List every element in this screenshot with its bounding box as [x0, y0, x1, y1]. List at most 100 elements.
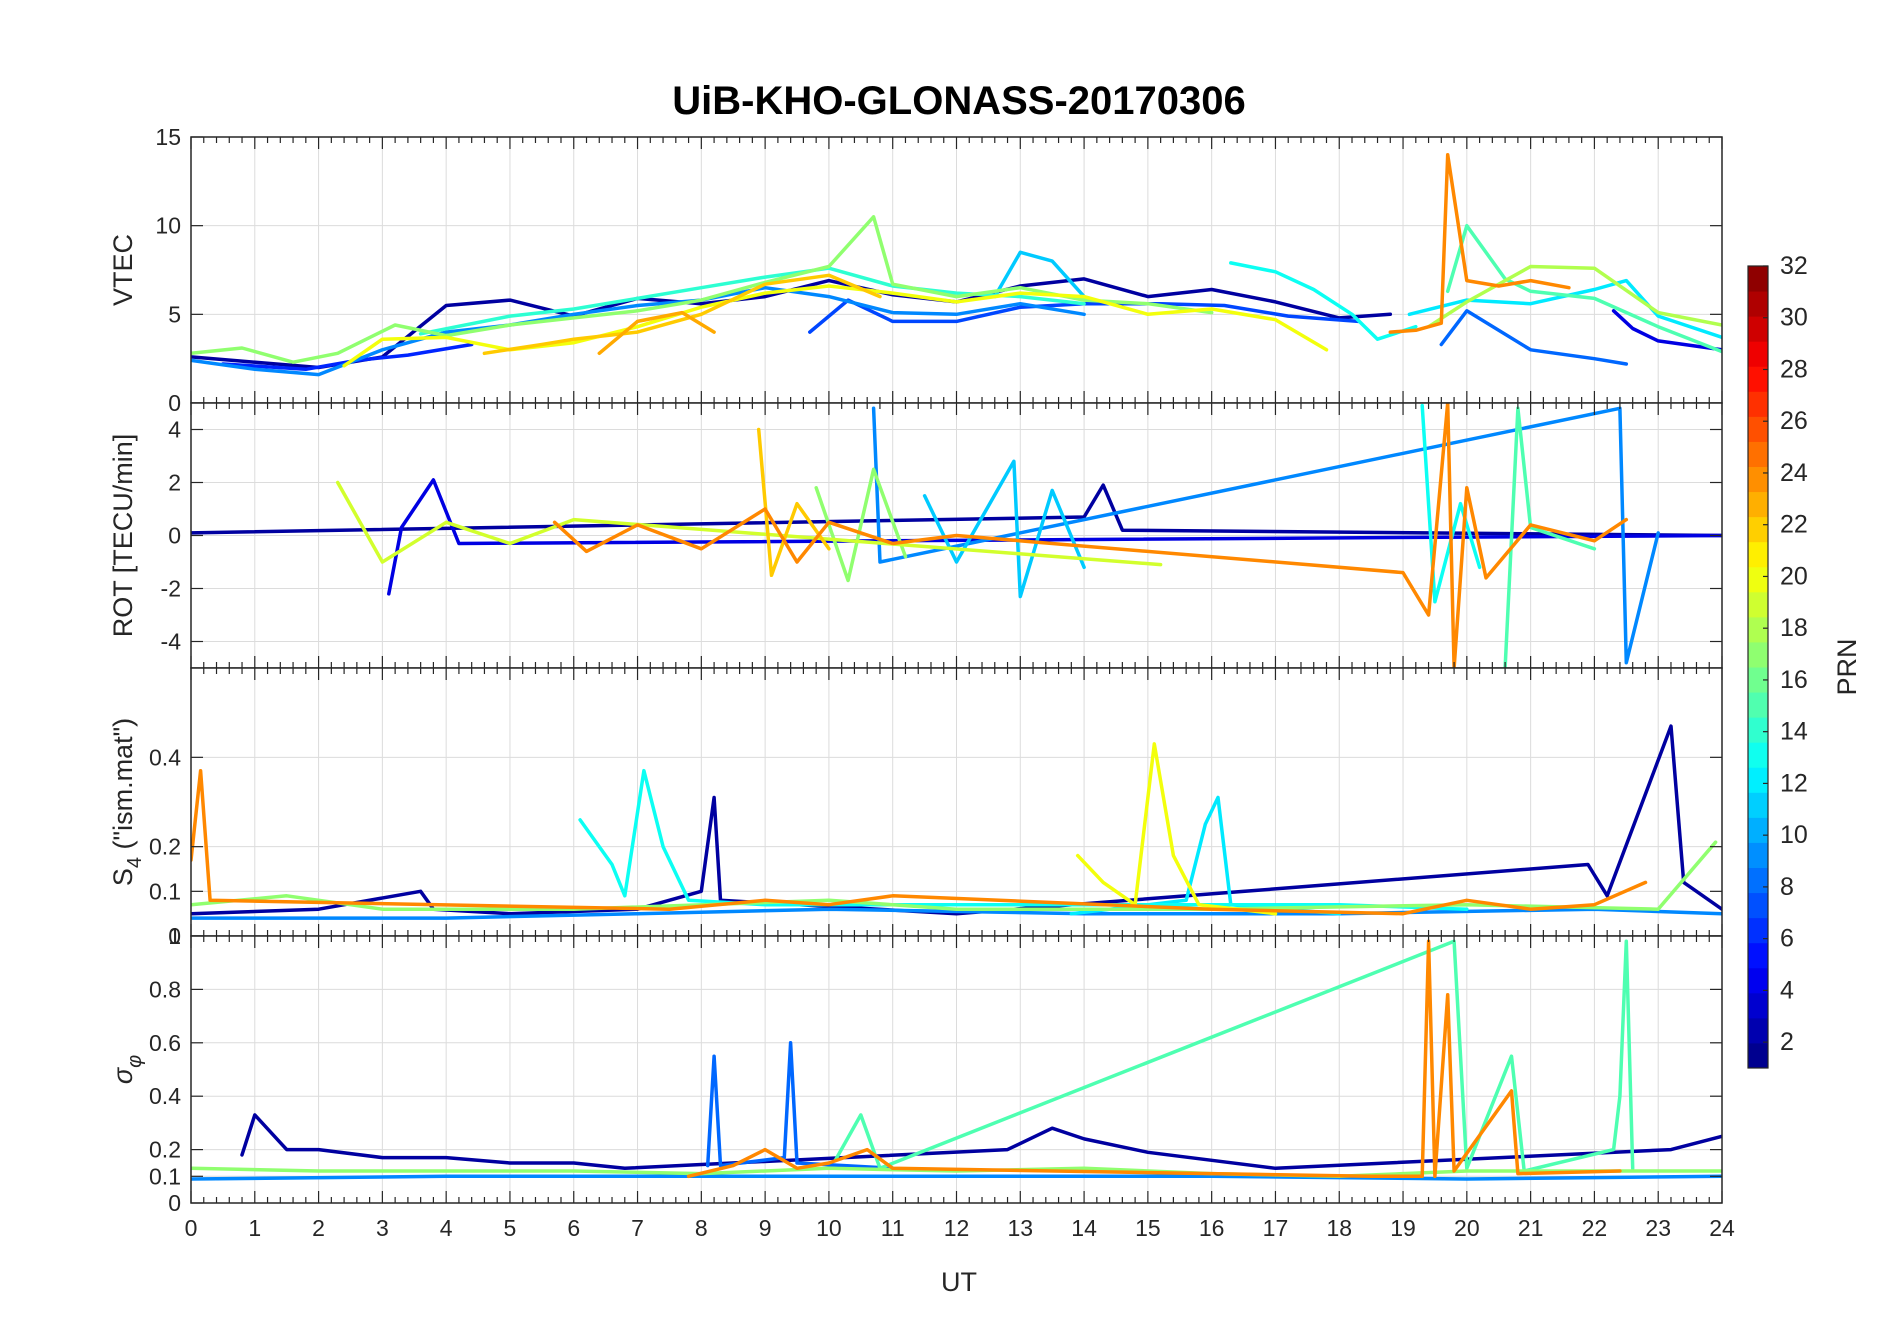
- s4-ylabel-subscript: 4: [124, 857, 146, 868]
- colorbar-tick-label-6: 6: [1780, 925, 1794, 953]
- colorbar-segment: [1748, 591, 1768, 618]
- s4-ylabel-base: S: [108, 868, 138, 886]
- panel-rot-ytick-label: 4: [168, 417, 181, 443]
- series-sigma_phi-prn-8: [705, 1041, 895, 1171]
- colorbar-label: PRN: [1832, 638, 1862, 695]
- colorbar-tick-label-2: 2: [1780, 1028, 1794, 1056]
- x-tick-label-21: 21: [1518, 1215, 1544, 1241]
- colorbar-segment: [1748, 466, 1768, 493]
- series-vtec-prn-9: [191, 285, 1086, 377]
- series-rot-prn-2: [191, 483, 1722, 538]
- chart-title: UiB-KHO-GLONASS-20170306: [672, 79, 1246, 123]
- colorbar-segment: [1748, 692, 1768, 718]
- x-tick-label-22: 22: [1582, 1215, 1608, 1241]
- colorbar-tick-label-14: 14: [1780, 718, 1808, 746]
- series-s4-prn-20: [1075, 742, 1278, 916]
- series-s4-prn-24: [191, 768, 1648, 916]
- colorbar-segment: [1748, 516, 1768, 543]
- colorbar-segment: [1748, 641, 1768, 668]
- x-tick-label-5: 5: [504, 1215, 517, 1241]
- series-vtec-prn-7: [808, 298, 1361, 334]
- series-vtec-prn-23: [597, 310, 716, 356]
- panel-s4: 00.10.20.4S4 ("ism.mat"): [108, 667, 1723, 949]
- colorbar-segment: [1748, 992, 1768, 1019]
- panel-sigma_phi-frame: [190, 935, 1723, 1204]
- x-tick-label-7: 7: [631, 1215, 644, 1241]
- colorbar-segment: [1748, 917, 1768, 944]
- colorbar-segment: [1748, 366, 1768, 392]
- colorbar-segment: [1748, 341, 1768, 367]
- colorbar-tick-label-28: 28: [1780, 355, 1808, 383]
- x-tick-label-10: 10: [816, 1215, 842, 1241]
- colorbar-tick-label-8: 8: [1780, 873, 1794, 901]
- x-tick-label-11: 11: [881, 1215, 905, 1241]
- series-vtec-prn-22: [482, 273, 882, 356]
- x-tick-label-18: 18: [1326, 1215, 1352, 1241]
- panel-sigma_phi-ytick-label: 0.8: [149, 976, 181, 1002]
- series-sigma_phi-prn-15: [833, 939, 1635, 1173]
- colorbar-tick-label-10: 10: [1780, 821, 1808, 849]
- x-tick-label-3: 3: [376, 1215, 389, 1241]
- colorbar-tick-label-18: 18: [1780, 614, 1808, 642]
- panel-sigma_phi-ytick-label: 0.4: [149, 1083, 181, 1109]
- colorbar-tick-label-32: 32: [1780, 252, 1808, 280]
- panel-sigma_phi-ytick-label: 1: [168, 923, 181, 949]
- colorbar-frame: [1747, 265, 1769, 1069]
- colorbar-segment: [1748, 667, 1768, 693]
- x-tick-label-1: 1: [248, 1215, 261, 1241]
- series-vtec-prn-2: [191, 277, 1393, 370]
- x-tick-label-4: 4: [440, 1215, 453, 1241]
- panel-rot-ytick-label: -2: [161, 576, 181, 602]
- colorbar-tick-label-26: 26: [1780, 407, 1808, 435]
- series-sigma_phi-prn-2: [240, 1113, 1722, 1171]
- series-vtec-prn-20: [342, 284, 1329, 368]
- series-sigma_phi-prn-24: [686, 939, 1622, 1179]
- sigma-ylabel-base: σ: [108, 1066, 138, 1084]
- x-tick-label-16: 16: [1199, 1215, 1225, 1241]
- x-tick-label-24: 24: [1709, 1215, 1735, 1241]
- panel-s4-ytick-label: 0.1: [149, 878, 181, 904]
- colorbar-segment: [1748, 441, 1768, 467]
- panel-rot: -4 -2 0 2 4 ROT [TECU/min]: [108, 402, 1723, 669]
- x-tick-label-8: 8: [695, 1215, 708, 1241]
- x-tick-label-19: 19: [1390, 1215, 1416, 1241]
- colorbar-segment: [1748, 1042, 1768, 1069]
- colorbar-segment: [1748, 792, 1768, 818]
- panel-sigma_phi-ytick-label: 0: [168, 1190, 181, 1216]
- series-vtec-prn-11: [993, 250, 1086, 299]
- panel-s4-ytick-label: 0.2: [149, 834, 181, 860]
- x-tick-label-14: 14: [1071, 1215, 1097, 1241]
- series-sigma_phi-prn-9: [191, 1174, 1722, 1181]
- colorbar-segment: [1748, 892, 1768, 919]
- panel-rot-ylabel: ROT [TECU/min]: [108, 434, 138, 638]
- colorbar-segment: [1748, 767, 1768, 793]
- colorbar-segment: [1748, 817, 1768, 843]
- colorbar-segment: [1748, 867, 1768, 894]
- x-tick-label-12: 12: [944, 1215, 970, 1241]
- panel-vtec-ticks: [190, 136, 1723, 404]
- colorbar-segment: [1748, 266, 1768, 292]
- colorbar-segment: [1748, 1017, 1768, 1044]
- x-axis-label: UT: [941, 1267, 977, 1297]
- series-rot-prn-24: [552, 403, 1629, 668]
- x-tick-label-20: 20: [1454, 1215, 1480, 1241]
- panel-vtec-ytick-label: 0: [168, 390, 181, 416]
- panel-rot-ytick-label: 2: [168, 470, 181, 496]
- x-tick-label-0: 0: [185, 1215, 198, 1241]
- panel-rot-ticks: [190, 403, 1723, 668]
- x-tick-label-6: 6: [567, 1215, 580, 1241]
- series-vtec-prn-15: [1445, 223, 1722, 354]
- series-vtec-prn-4: [1611, 309, 1722, 352]
- panel-s4-ticks: [190, 668, 1723, 937]
- panel-sigma_phi-ytick-label: 0.1: [149, 1163, 181, 1189]
- colorbar-segment: [1748, 742, 1768, 768]
- colorbar-tick-label-20: 20: [1780, 562, 1808, 590]
- x-tick-label-9: 9: [759, 1215, 772, 1241]
- panel-sigma_phi-ylabel: σφ: [108, 1055, 146, 1084]
- colorbar-tick-label-4: 4: [1780, 976, 1794, 1004]
- panel-rot-ytick-label: 0: [168, 523, 181, 549]
- panel-rot-ytick-label: -4: [161, 629, 182, 655]
- colorbar-segment: [1748, 491, 1768, 518]
- series-s4-prn-13: [578, 768, 1469, 911]
